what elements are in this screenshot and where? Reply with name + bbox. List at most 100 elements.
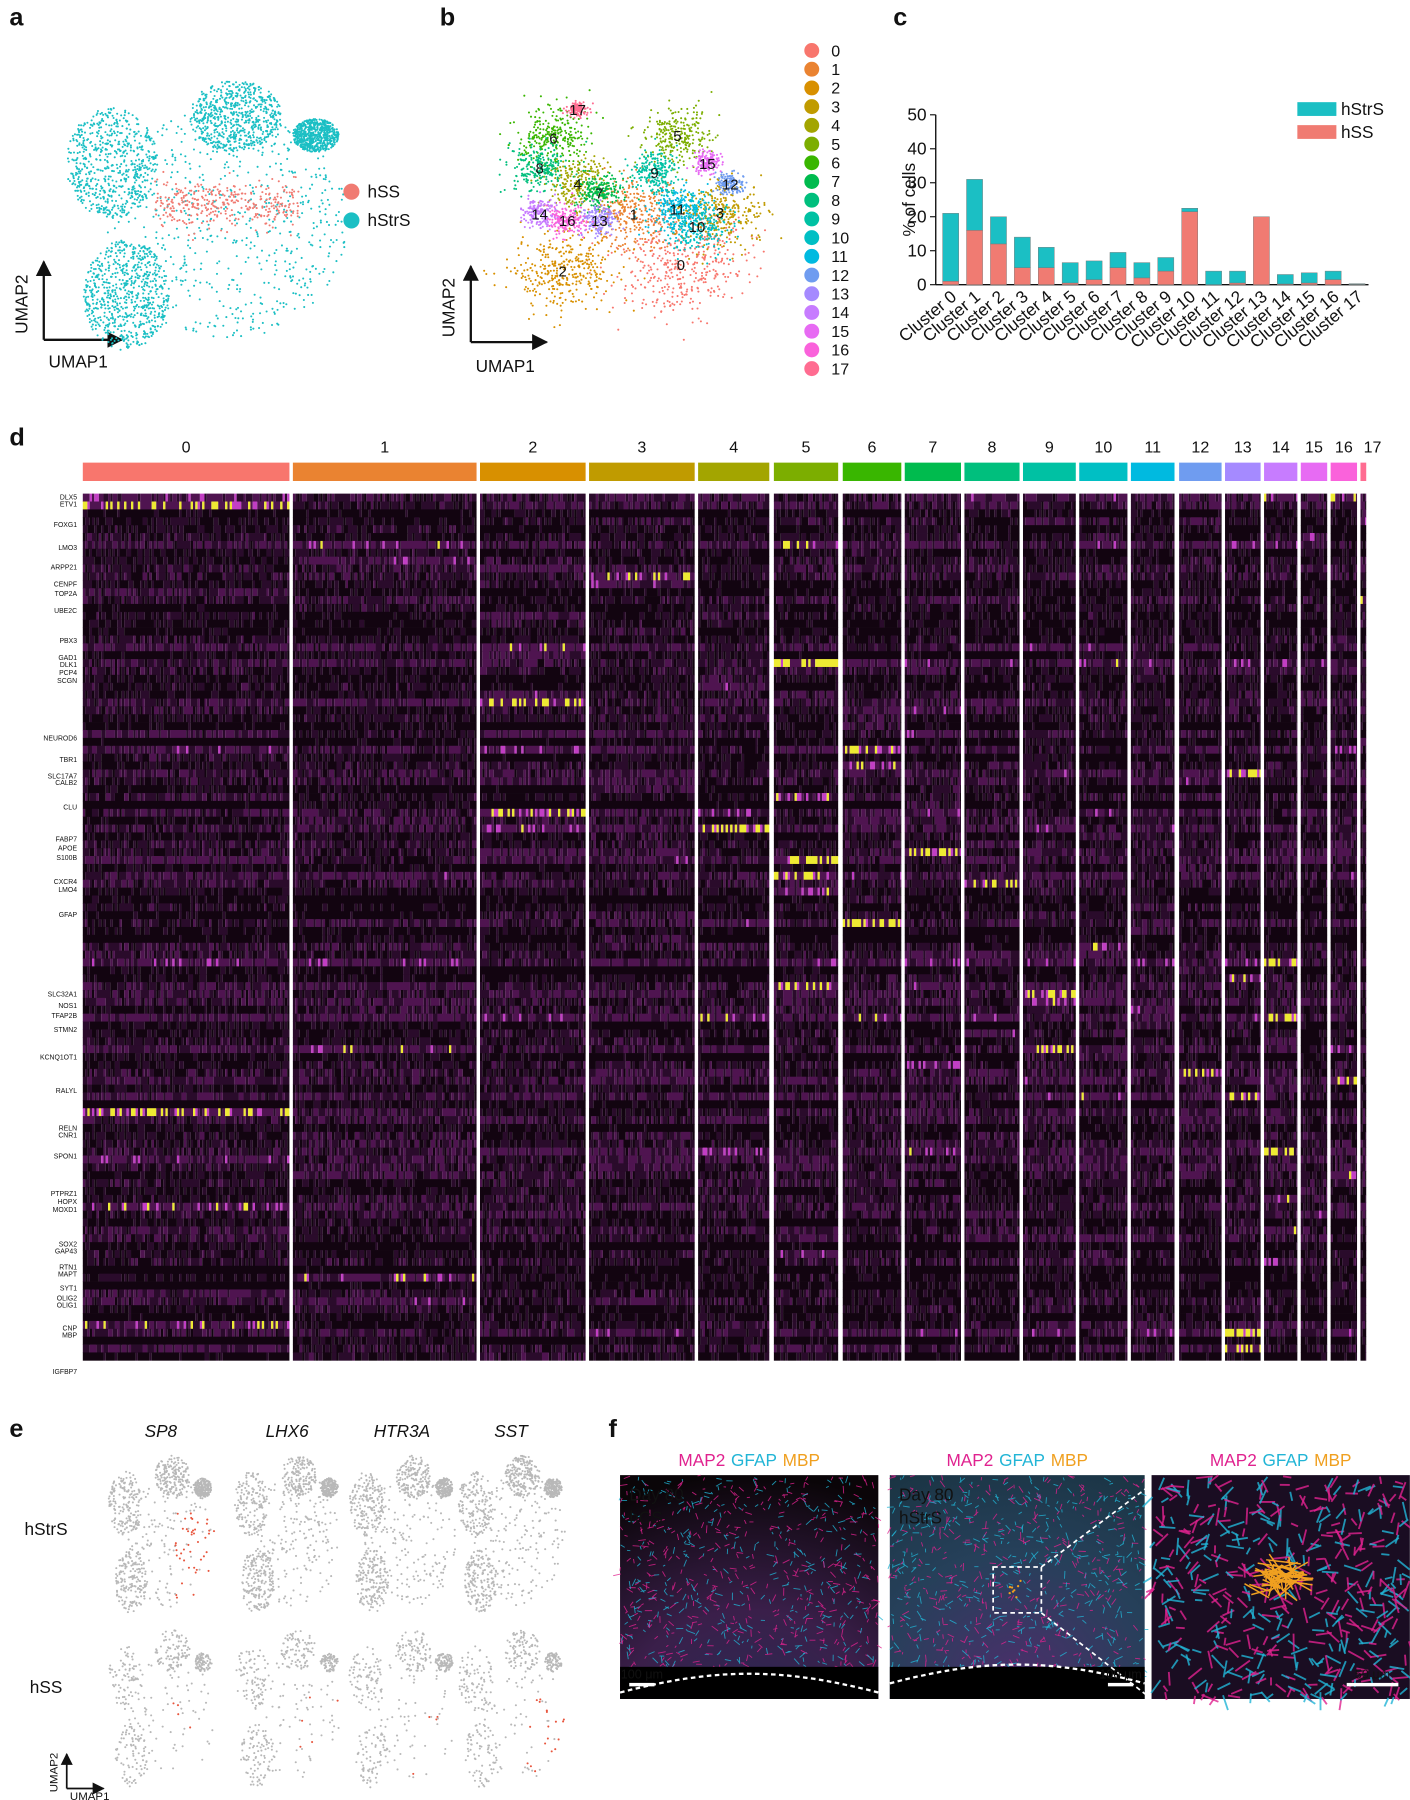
cell-dot (294, 261, 297, 264)
cell-dot (300, 122, 303, 126)
cell-dot (316, 125, 319, 128)
cell-dot (166, 181, 169, 184)
cell-dot (624, 228, 627, 231)
cell-dot (287, 199, 290, 202)
cell-dot (227, 203, 230, 206)
cell-dot (174, 156, 177, 159)
cell-dot (244, 184, 247, 187)
cell-dot (204, 93, 207, 96)
cell-dot (312, 221, 315, 225)
cell-dot (551, 285, 554, 288)
cell-dot (728, 238, 731, 241)
cell-dot (165, 184, 168, 187)
cell-dot (205, 214, 209, 217)
cell-dot (626, 177, 629, 180)
cell-dot (228, 147, 231, 150)
cell-dot (89, 270, 92, 273)
cell-dot (235, 155, 238, 158)
cell-dot (658, 254, 661, 257)
cell-dot (323, 233, 326, 236)
cell-dot (650, 240, 653, 243)
cell-dot (82, 199, 85, 202)
cell-dot (144, 172, 147, 175)
cell-dot (68, 151, 71, 154)
cell-dot (187, 234, 190, 237)
cell-dot (568, 205, 571, 208)
cell-dot (144, 280, 147, 284)
cell-dot (157, 214, 160, 217)
cell-dot (138, 194, 141, 197)
cell-dot (265, 173, 268, 176)
cell-dot (101, 169, 104, 172)
cell-dot (301, 203, 305, 206)
cell-dot (297, 232, 300, 235)
cell-dot (263, 331, 266, 334)
cell-dot (303, 135, 306, 138)
cell-dot (284, 260, 287, 263)
cell-dot (702, 281, 705, 284)
cell-dot (184, 155, 187, 158)
cell-dot (112, 284, 115, 287)
cell-dot (114, 300, 117, 303)
cell-dot (666, 245, 669, 248)
cell-dot (331, 187, 334, 190)
cell-dot (185, 193, 188, 196)
cell-dot (260, 215, 263, 218)
cell-dot (99, 269, 102, 272)
cell-dot (263, 137, 266, 140)
cell-dot (102, 196, 105, 199)
cell-dot (114, 325, 117, 328)
cell-dot (83, 148, 86, 151)
cell-dot (106, 139, 109, 142)
cell-dot (307, 137, 310, 140)
cell-dot (220, 229, 223, 232)
cell-dot (162, 303, 165, 306)
cell-dot (125, 264, 128, 267)
cell-dot (311, 144, 314, 148)
cell-dot (118, 194, 121, 197)
cell-dot (152, 297, 155, 300)
cell-dot (617, 328, 620, 331)
cell-dot (249, 142, 252, 145)
cell-dot (329, 130, 332, 133)
cell-dot (647, 239, 650, 242)
cell-dot (124, 109, 127, 112)
cell-dot (607, 254, 610, 257)
cell-dot (255, 139, 258, 142)
cell-dot (177, 236, 180, 239)
cell-dot (98, 211, 101, 214)
cell-dot (517, 254, 520, 257)
cell-dot (104, 307, 107, 310)
cell-dot (636, 239, 639, 242)
cell-dot (116, 295, 119, 298)
cell-dot (233, 190, 236, 194)
cell-dot (133, 307, 136, 310)
cell-dot (291, 223, 294, 226)
cell-dot (94, 143, 97, 146)
cell-dot (261, 302, 264, 306)
cell-dot (209, 211, 212, 214)
cell-dot (137, 261, 140, 264)
cell-dot (625, 299, 628, 302)
cell-dot (133, 130, 136, 133)
cell-dot (229, 143, 232, 146)
cell-dot (190, 189, 193, 192)
cell-dot (623, 220, 626, 223)
cell-dot (209, 158, 212, 161)
cell-dot (667, 275, 670, 278)
cell-dot (99, 112, 102, 115)
cell-dot (759, 267, 762, 270)
cell-dot (308, 241, 311, 244)
cell-dot (76, 152, 79, 155)
cell-dot (314, 130, 317, 133)
cell-dot (216, 147, 219, 150)
cell-dot (580, 278, 583, 281)
cell-dot (114, 260, 117, 263)
cell-dot (96, 135, 99, 138)
cell-dot (212, 335, 215, 338)
cell-dot (193, 284, 196, 287)
cell-dot (195, 189, 198, 192)
cell-dot (259, 142, 262, 145)
cell-dot (116, 328, 119, 331)
cell-dot (299, 125, 302, 128)
